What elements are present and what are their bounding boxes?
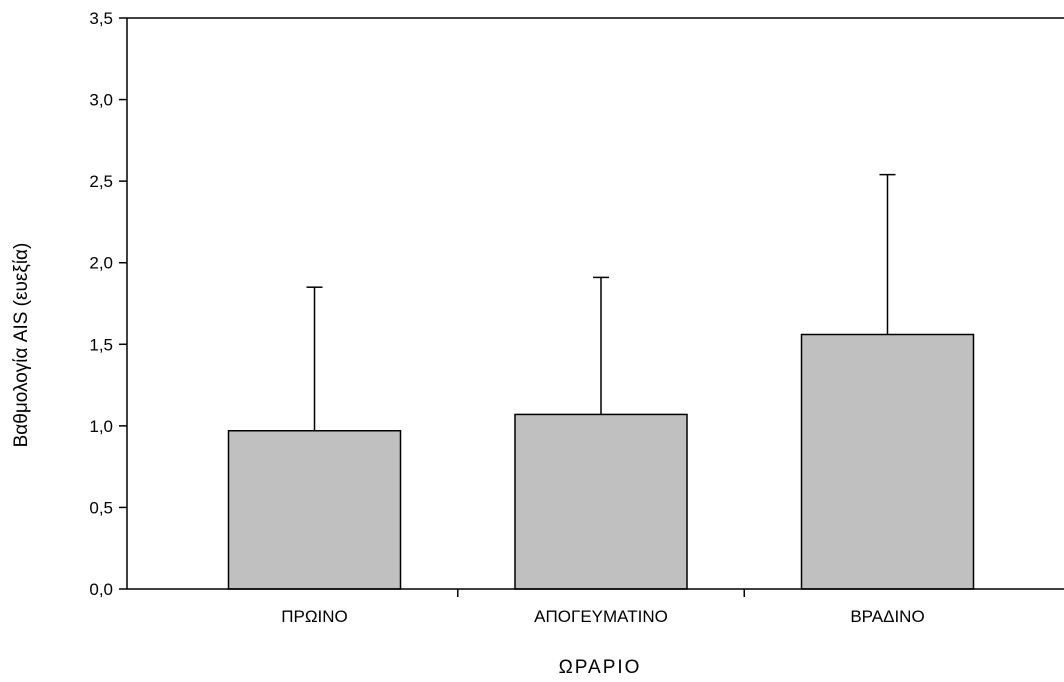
bar	[800, 333, 975, 590]
x-tick-label: ΑΠΟΓΕΥΜΑΤΙΝΟ	[534, 607, 668, 626]
y-tick-label: 2,0	[89, 254, 113, 273]
x-tick-label: ΠΡΩΙΝΟ	[281, 607, 348, 626]
y-tick-label: 0,5	[89, 498, 113, 517]
x-axis-title: ΩΡΑΡΙΟ	[559, 657, 642, 678]
y-tick-label: 0,0	[89, 580, 113, 599]
y-tick-label: 1,5	[89, 335, 113, 354]
y-tick-label: 1,0	[89, 417, 113, 436]
y-tick-label: 2,5	[89, 172, 113, 191]
y-tick-label: 3,5	[89, 9, 113, 28]
y-axis-title: Βαθμολογία AIS (ευεξία)	[11, 243, 32, 448]
bar	[227, 430, 402, 590]
y-tick-label: 3,0	[89, 91, 113, 110]
x-tick-label: ΒΡΑΔΙΝΟ	[850, 607, 924, 626]
plot-area: 0,0 0,5 1,0 1,5 2,0 2,5 3,0 3,5 ΠΡΩΙΝΟ ΑΠΟΓΕΥΜΑΤΙ…	[89, 9, 1064, 626]
bar	[514, 413, 688, 590]
